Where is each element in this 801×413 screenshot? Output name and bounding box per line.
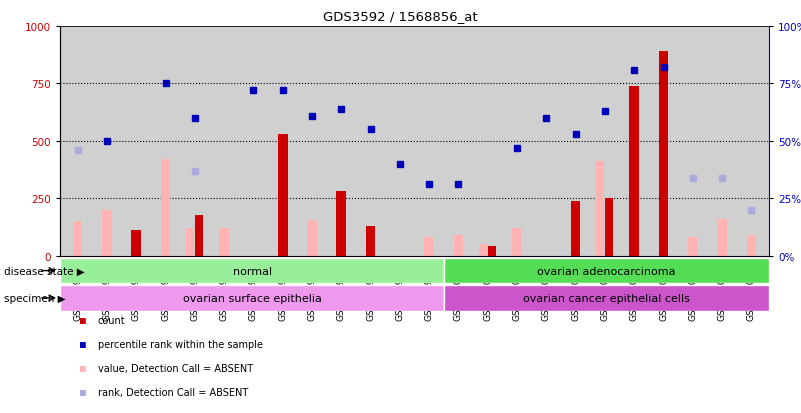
Bar [131, 231, 141, 256]
Bar [479, 244, 487, 256]
Text: ■: ■ [80, 387, 86, 397]
Text: specimen ▶: specimen ▶ [4, 293, 66, 303]
Bar [336, 192, 346, 256]
Bar [366, 226, 376, 256]
Text: GDS3592 / 1568856_at: GDS3592 / 1568856_at [323, 10, 478, 23]
Bar [512, 228, 522, 256]
Bar [307, 221, 317, 256]
Bar [219, 228, 229, 256]
Bar [278, 135, 288, 256]
Bar [444, 285, 769, 311]
Bar [717, 219, 727, 256]
Bar [571, 201, 581, 256]
Bar [444, 258, 769, 284]
Text: ovarian adenocarcinoma: ovarian adenocarcinoma [537, 266, 676, 276]
Bar [747, 235, 756, 256]
Bar [195, 216, 203, 256]
Bar [187, 228, 195, 256]
Bar [73, 222, 83, 256]
Text: percentile rank within the sample: percentile rank within the sample [98, 339, 263, 349]
Text: ■: ■ [80, 315, 86, 325]
Text: ovarian surface epithelia: ovarian surface epithelia [183, 293, 321, 303]
Bar [102, 210, 112, 256]
Text: value, Detection Call = ABSENT: value, Detection Call = ABSENT [98, 363, 253, 373]
Text: ■: ■ [80, 363, 86, 373]
Bar [453, 235, 463, 256]
Bar [60, 285, 444, 311]
Bar [630, 86, 639, 256]
Bar [425, 238, 434, 256]
Text: rank, Detection Call = ABSENT: rank, Detection Call = ABSENT [98, 387, 248, 397]
Text: disease state ▶: disease state ▶ [4, 266, 85, 276]
Text: ovarian cancer epithelial cells: ovarian cancer epithelial cells [523, 293, 690, 303]
Text: count: count [98, 315, 125, 325]
Bar [606, 199, 614, 256]
Bar [489, 247, 497, 256]
Text: ■: ■ [80, 339, 86, 349]
Bar [60, 258, 444, 284]
Bar [597, 162, 605, 256]
Bar [688, 238, 698, 256]
Text: normal: normal [232, 266, 272, 276]
Bar [658, 52, 668, 256]
Bar [161, 160, 171, 256]
